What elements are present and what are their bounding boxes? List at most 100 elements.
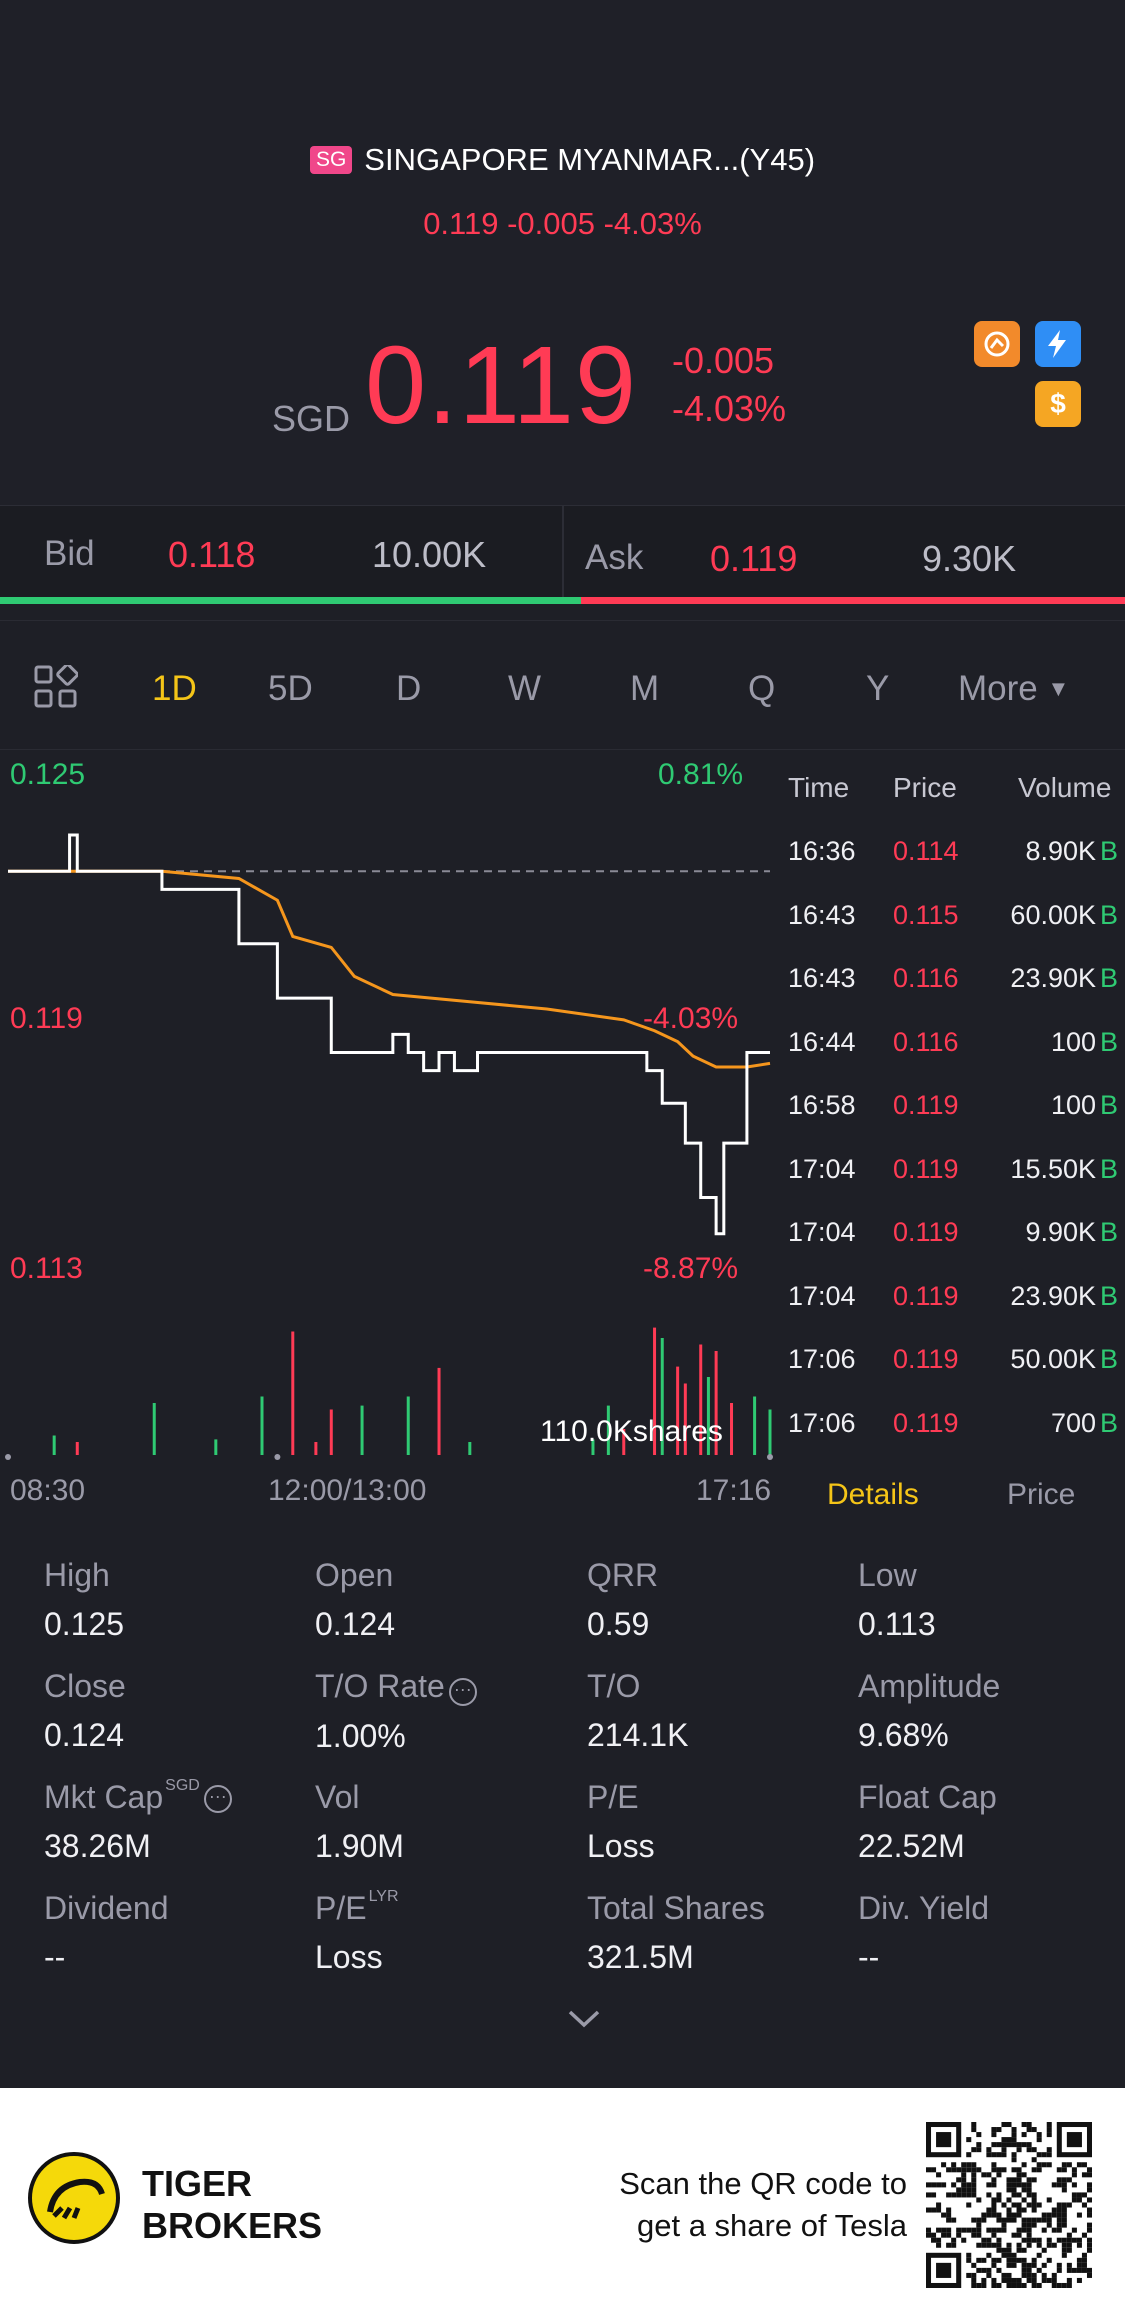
trade-price: 0.119 [893,1407,959,1438]
detail-item: High 0.125 [44,1557,294,1643]
volume-bar [329,1409,333,1455]
y-label-mid: 0.119 [10,1002,83,1035]
x-label-open: 08:30 [10,1474,86,1507]
detail-value: -- [44,1939,66,1975]
detail-value: 1.90M [315,1828,404,1864]
trade-row: 16:43 0.116 23.90K B [788,963,1118,1003]
intraday-chart[interactable] [0,750,780,1510]
ask-label: Ask [585,538,644,577]
detail-label: Float Cap [858,1779,997,1815]
trade-time: 17:04 [788,1280,856,1311]
price-change: -0.005 [672,340,775,381]
detail-label: Total Shares [587,1890,765,1926]
expand-chevron-icon[interactable] [566,2008,602,2035]
detail-item: QRR 0.59 [587,1557,837,1643]
trade-row: 17:04 0.119 23.90K B [788,1281,1118,1321]
volume-bar [260,1396,264,1455]
detail-value: 0.124 [44,1717,125,1753]
trades-header-volume: Volume [1018,772,1112,803]
detail-value: Loss [587,1828,655,1864]
trade-volume: 8.90K [1025,836,1096,866]
tab-details[interactable]: Details [827,1478,919,1511]
trade-row: 17:06 0.119 700 B [788,1408,1118,1448]
qr-code-icon[interactable] [926,2122,1092,2288]
trade-side: B [1099,1217,1118,1247]
volume-bar [152,1403,156,1455]
volume-bar [714,1351,718,1455]
trade-volume: 15.50K [1010,1153,1096,1184]
detail-label: Dividend [44,1890,169,1926]
bid-ask-divider [562,505,564,600]
trade-row: 16:58 0.119 100 B [788,1090,1118,1130]
trade-time: 16:36 [788,836,856,866]
tab-more[interactable]: More ▼ [958,669,1069,709]
trade-time: 17:06 [788,1344,856,1374]
brand-line-1: TIGER [142,2163,253,2204]
detail-label: P/E [587,1779,639,1815]
tiger-logo-icon [28,2152,120,2244]
volume-bar [606,1405,610,1455]
bid-ratio-bar [0,597,581,604]
trade-row: 16:36 0.114 8.90K B [788,836,1118,876]
volume-bar [437,1367,441,1455]
info-icon[interactable]: ··· [203,1785,232,1813]
tab-d[interactable]: D [396,669,422,708]
trade-price: 0.119 [893,1217,959,1247]
ask-quantity: 9.30K [922,538,1017,579]
grid-layout-icon[interactable] [34,663,79,714]
trade-row: 16:44 0.116 100 B [788,1027,1118,1067]
average-price-line [8,869,771,1069]
last-price: 0.119 [365,324,638,447]
tab-y[interactable]: Y [866,669,890,708]
trade-price: 0.119 [893,1280,959,1311]
stock-name: SINGAPORE MYANMAR...(Y45) [364,142,816,177]
trade-side: B [1099,1407,1118,1438]
bid-price: 0.118 [168,534,256,575]
detail-item: Dividend -- [44,1890,294,1976]
intraday-chart-area [0,750,1125,1510]
trade-volume: 100 [1050,1090,1096,1120]
pe-lyr-sup: LYR [368,1888,399,1905]
lightning-icon[interactable] [1035,321,1081,367]
info-icon[interactable]: ··· [448,1678,477,1706]
volume-bar [75,1442,79,1455]
detail-value: 22.52M [858,1828,965,1864]
x-label-close: 17:16 [696,1474,772,1507]
caret-down-icon: ▼ [1047,676,1070,701]
axis-dot [5,1454,11,1460]
tab-m[interactable]: M [630,669,660,708]
volume-label: 110.0Kshares [540,1415,723,1448]
tab-w[interactable]: W [508,669,542,708]
pct-label-mid: -4.03% [643,1002,739,1035]
detail-label: High [44,1557,110,1593]
tab-1d[interactable]: 1D [152,669,197,708]
volume-bar [314,1442,318,1455]
trade-price: 0.116 [893,963,959,993]
detail-label: Vol [315,1779,360,1815]
period-tabs: 1D 5D D W M Q Y More ▼ [0,620,1125,750]
currency-label: SGD [272,398,351,439]
detail-value: 0.59 [587,1606,650,1642]
dollar-icon[interactable]: $ [1035,381,1081,427]
trade-price: 0.116 [893,1026,959,1057]
tab-q[interactable]: Q [748,669,776,708]
y-label-low: 0.113 [10,1252,83,1285]
detail-item: Float Cap 22.52M [858,1779,1108,1865]
volume-bar [699,1344,703,1455]
volume-bar [214,1439,218,1455]
tab-price[interactable]: Price [1007,1478,1076,1511]
trade-price: 0.119 [893,1344,959,1374]
bid-label: Bid [44,534,95,573]
short-sell-icon[interactable] [974,321,1020,367]
trade-row: 16:43 0.115 60.00K B [788,900,1118,940]
trade-price: 0.119 [893,1153,959,1184]
x-label-midday: 12:00/13:00 [268,1474,427,1507]
trade-volume: 60.00K [1010,899,1096,930]
tab-5d[interactable]: 5D [268,669,313,708]
detail-item: Total Shares 321.5M [587,1890,837,1976]
trade-side: B [1099,1344,1118,1374]
trade-side: B [1099,1026,1118,1057]
axis-dot [767,1454,773,1460]
price-change-pct: -4.03% [672,388,787,429]
trade-row: 17:06 0.119 50.00K B [788,1344,1118,1384]
